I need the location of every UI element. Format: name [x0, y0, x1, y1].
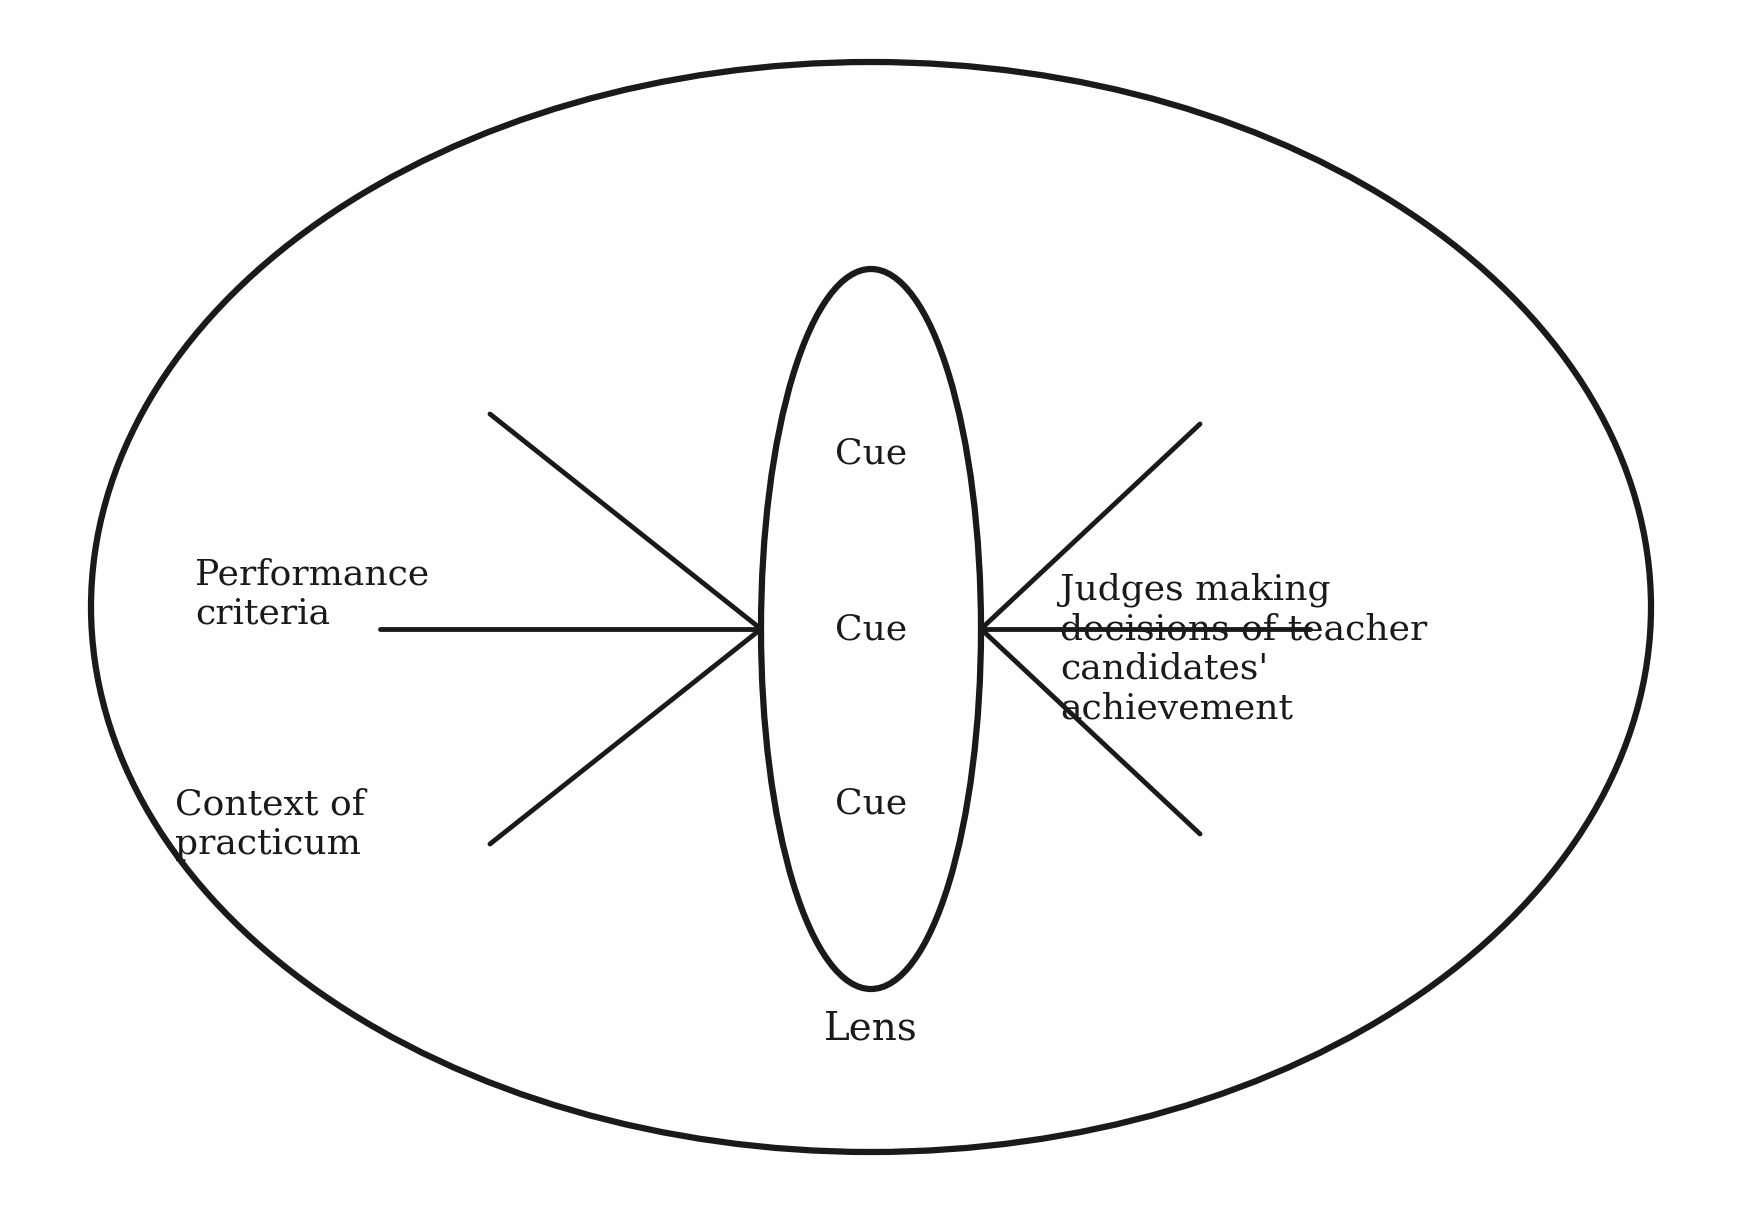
Text: Lens: Lens	[824, 1010, 919, 1048]
Text: Cue: Cue	[835, 437, 906, 471]
Ellipse shape	[762, 270, 981, 989]
Text: Cue: Cue	[835, 787, 906, 821]
Text: Context of
practicum: Context of practicum	[174, 788, 364, 861]
Text: Cue: Cue	[835, 612, 906, 646]
Text: Judges making
decisions of teacher
candidates'
achievement: Judges making decisions of teacher candi…	[1060, 573, 1428, 725]
Text: Performance
criteria: Performance criteria	[195, 557, 429, 631]
